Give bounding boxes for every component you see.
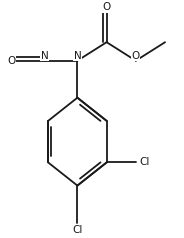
Text: Cl: Cl — [139, 158, 150, 168]
Text: O: O — [132, 51, 140, 61]
Text: O: O — [102, 2, 111, 12]
Text: N: N — [41, 51, 48, 61]
Text: O: O — [7, 56, 15, 66]
Text: N: N — [74, 51, 81, 61]
Text: Cl: Cl — [72, 225, 83, 235]
